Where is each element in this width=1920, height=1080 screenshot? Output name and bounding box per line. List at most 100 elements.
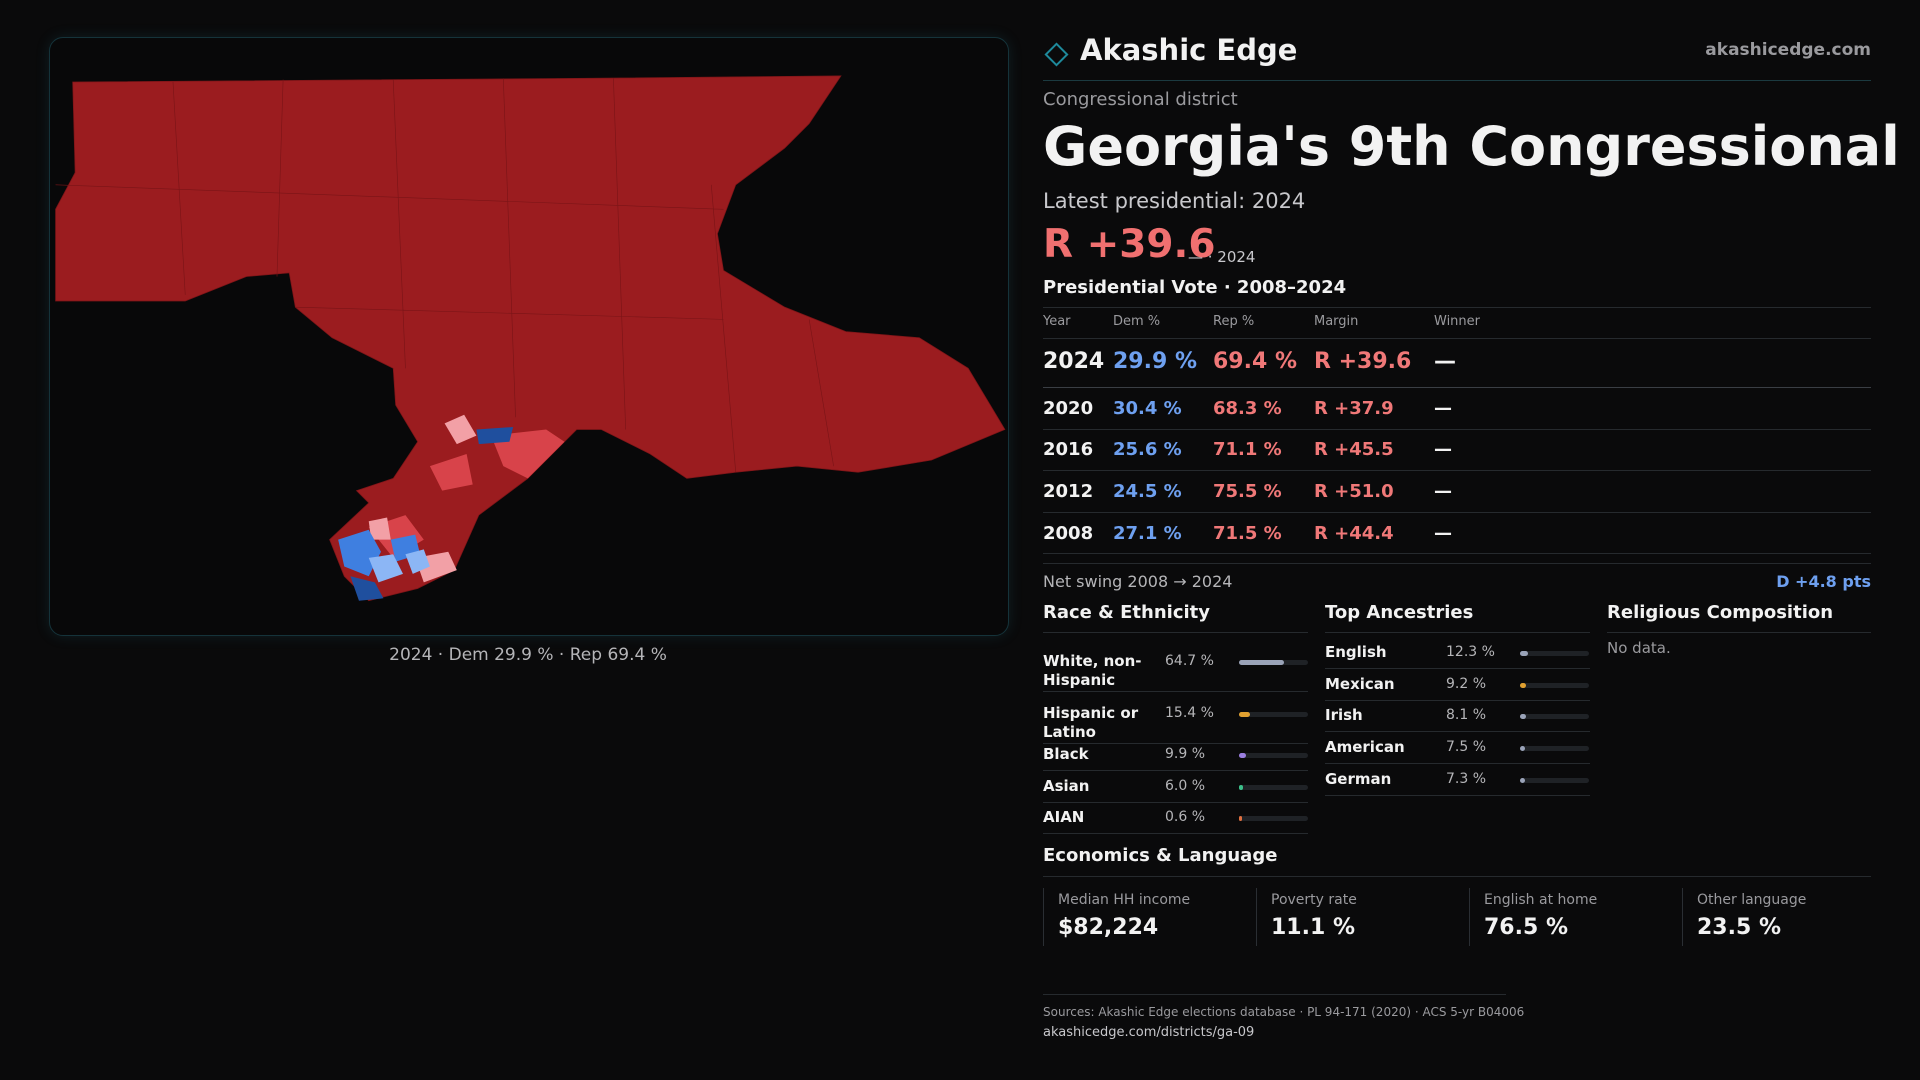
divider	[1043, 833, 1308, 834]
site-link[interactable]: akashicedge.com	[1705, 40, 1871, 60]
divider	[1043, 994, 1506, 995]
item-value: 9.9 %	[1165, 746, 1206, 762]
divider	[1043, 632, 1308, 633]
table-cell: 25.6 %	[1113, 439, 1182, 460]
map-precincts	[338, 529, 421, 577]
table-cell: 2024	[1043, 349, 1105, 374]
table-cell: 2012	[1043, 481, 1094, 502]
bar-track	[1520, 714, 1589, 719]
column-header: Rep %	[1213, 314, 1255, 329]
item-value: 0.6 %	[1165, 809, 1206, 825]
table-cell: R +44.4	[1314, 523, 1394, 544]
table-cell: 2020	[1043, 398, 1094, 419]
table-cell: 71.1 %	[1213, 439, 1282, 460]
bar	[1239, 785, 1244, 790]
divider	[1325, 632, 1590, 633]
stat-label: Median HH income	[1058, 892, 1191, 908]
table-cell: 68.3 %	[1213, 398, 1282, 419]
divider	[1043, 512, 1871, 513]
bar-track	[1520, 778, 1589, 783]
item-name: Black	[1043, 745, 1089, 763]
divider	[1043, 80, 1871, 81]
table-cell: R +51.0	[1314, 481, 1394, 502]
divider	[1325, 795, 1590, 796]
divider	[1325, 668, 1590, 669]
section-title: Economics & Language	[1043, 845, 1278, 866]
latest-label: Latest presidential: 2024	[1043, 189, 1306, 213]
table-cell: R +45.5	[1314, 439, 1394, 460]
item-value: 6.0 %	[1165, 778, 1206, 794]
map-precincts	[368, 414, 477, 583]
county-lines	[55, 78, 834, 473]
map-precincts	[368, 429, 565, 558]
divider	[1043, 691, 1308, 692]
divider	[1043, 553, 1871, 554]
item-value: 64.7 %	[1165, 653, 1214, 669]
stat-card: Median HH income $82,224	[1043, 888, 1248, 946]
bar-track	[1239, 753, 1308, 758]
footer-url[interactable]: akashicedge.com/districts/ga-09	[1043, 1025, 1255, 1040]
item-value: 7.3 %	[1446, 771, 1487, 787]
item-name: White, non-Hispanic	[1043, 652, 1142, 689]
stat-card: English at home 76.5 %	[1469, 888, 1674, 946]
sources: Sources: Akashic Edge elections database…	[1043, 1005, 1525, 1019]
district-title: Georgia's 9th Congressional District	[1043, 115, 1920, 178]
item-name: Irish	[1325, 706, 1363, 724]
bar	[1239, 660, 1284, 665]
table-cell: 24.5 %	[1113, 481, 1182, 502]
section-title: Religious Composition	[1607, 602, 1834, 623]
column-header: Winner	[1434, 314, 1481, 329]
logo	[1044, 42, 1069, 67]
item-name: English	[1325, 643, 1387, 661]
table-cell: 2008	[1043, 523, 1094, 544]
bar-track	[1239, 816, 1308, 821]
column-header: Year	[1043, 314, 1071, 329]
stat-value: $82,224	[1058, 915, 1159, 940]
table-title: Presidential Vote · 2008–2024	[1043, 277, 1347, 298]
column-header: Margin	[1314, 314, 1359, 329]
stat-value: 76.5 %	[1484, 915, 1568, 940]
bar	[1239, 712, 1250, 717]
divider	[1043, 307, 1871, 308]
table-cell: 30.4 %	[1113, 398, 1182, 419]
table-cell: R +39.6	[1314, 349, 1412, 374]
item-name: American	[1325, 738, 1405, 756]
divider	[1043, 429, 1871, 430]
item-name: Hispanic or Latino	[1043, 704, 1139, 741]
map-precincts	[368, 549, 430, 583]
stat-label: Other language	[1697, 892, 1807, 908]
bar-track	[1239, 660, 1308, 665]
bar	[1239, 753, 1246, 758]
section-title: Race & Ethnicity	[1043, 602, 1210, 623]
map-caption: 2024 · Dem 29.9 % · Rep 69.4 %	[389, 645, 667, 665]
stat-label: Poverty rate	[1271, 892, 1357, 908]
table-cell: 75.5 %	[1213, 481, 1282, 502]
bar	[1520, 778, 1526, 783]
item-value: 9.2 %	[1446, 676, 1487, 692]
district-map	[55, 75, 1006, 602]
divider	[1043, 876, 1871, 877]
swing-value: D +4.8 pts	[1776, 572, 1871, 591]
table-cell: —	[1434, 398, 1452, 419]
bar-track	[1520, 746, 1589, 751]
table-cell: R +37.9	[1314, 398, 1394, 419]
bar-track	[1520, 683, 1589, 688]
table-cell: 71.5 %	[1213, 523, 1282, 544]
item-value: 8.1 %	[1446, 707, 1487, 723]
map-precincts	[350, 427, 514, 601]
divider	[1043, 563, 1871, 564]
divider	[1043, 470, 1871, 471]
stat-label: English at home	[1484, 892, 1598, 908]
bar	[1520, 746, 1526, 751]
bar-track	[1239, 785, 1308, 790]
divider	[1607, 632, 1871, 633]
map-district	[55, 75, 1006, 602]
bar	[1520, 714, 1526, 719]
divider	[1325, 731, 1590, 732]
brand: Akashic Edge	[1080, 33, 1298, 67]
religion-note: No data.	[1607, 639, 1671, 657]
bar	[1520, 651, 1529, 656]
divider	[1043, 743, 1308, 744]
